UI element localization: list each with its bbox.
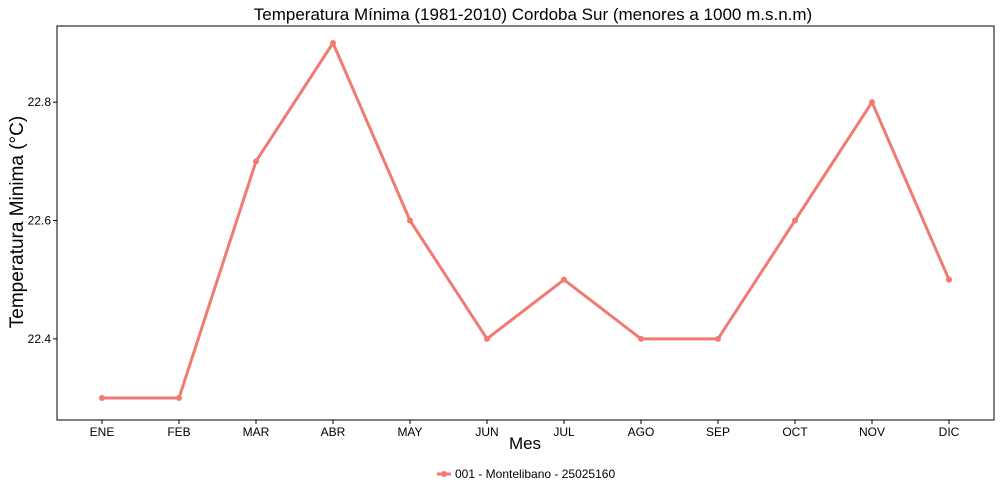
y-axis: 22.4 22.6 22.8 [28, 95, 57, 346]
plot-panel [56, 25, 995, 421]
legend-key-point [441, 471, 447, 477]
x-tick-label: DIC [939, 425, 960, 439]
chart-title: Temperatura Mínima (1981-2010) Cordoba S… [254, 5, 812, 24]
y-axis-title: Temperatura Minima (°C) [7, 116, 28, 328]
x-axis: ENE FEB MAR ABR MAY JUN JUL AGO SEP OCT NOV DIC [90, 420, 960, 439]
x-tick-label: MAY [397, 425, 422, 439]
y-tick-label: 22.4 [28, 332, 52, 346]
data-point [869, 99, 875, 106]
data-point [330, 40, 336, 46]
legend: 001 - Montelibano - 25025160 [437, 467, 615, 481]
x-tick-label: JUL [553, 425, 575, 439]
y-tick-label: 22.6 [28, 214, 52, 228]
data-point [561, 276, 567, 283]
x-tick-label: AGO [628, 425, 655, 439]
data-point [253, 158, 259, 165]
x-tick-label: MAR [243, 425, 270, 439]
data-point [792, 217, 798, 224]
series-line [102, 41, 951, 400]
data-point [407, 217, 413, 224]
x-tick-label: ABR [321, 425, 346, 439]
data-point [715, 335, 721, 342]
x-tick-label: NOV [859, 425, 885, 439]
y-tick-label: 22.8 [28, 95, 52, 109]
series-layer [99, 40, 952, 401]
data-point [99, 395, 105, 401]
data-point [946, 276, 952, 283]
x-tick-label: ENE [90, 425, 115, 439]
legend-label: 001 - Montelibano - 25025160 [455, 467, 615, 481]
x-tick-label: OCT [782, 425, 808, 439]
data-point [484, 335, 490, 342]
data-point [176, 395, 182, 401]
x-tick-label: JUN [475, 425, 498, 439]
x-tick-label: SEP [706, 425, 730, 439]
x-axis-title: Mes [509, 434, 541, 453]
x-tick-label: FEB [167, 425, 190, 439]
data-point [638, 335, 644, 342]
